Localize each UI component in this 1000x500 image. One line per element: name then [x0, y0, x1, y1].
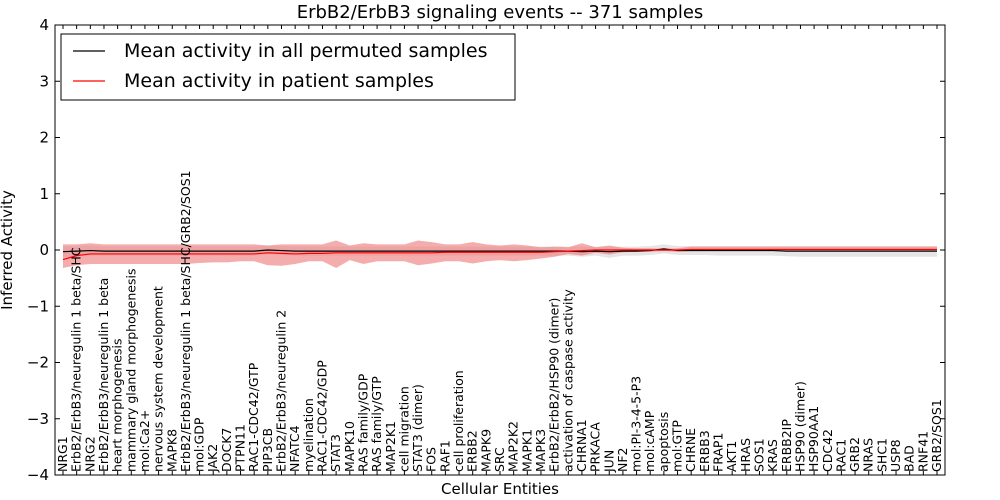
category-label: MAP2K1	[383, 421, 398, 472]
category-label: PTPN11	[233, 424, 248, 472]
y-tick-label: 1	[39, 185, 49, 203]
category-label: SOS1	[751, 438, 766, 472]
y-axis-label: Inferred Activity	[0, 190, 16, 310]
x-axis-label: Cellular Entities	[441, 480, 559, 498]
category-label: RAS family/GDP	[355, 373, 370, 472]
legend: Mean activity in all permuted samples Mea…	[60, 33, 516, 101]
legend-label-0: Mean activity in all permuted samples	[124, 40, 487, 62]
category-label: mol:cAMP	[642, 410, 657, 472]
category-label: MAPK3	[533, 429, 548, 472]
category-label: NRAS	[861, 438, 876, 472]
category-label: ErbB2/ErbB3/neuregulin 2	[274, 310, 289, 472]
category-label: RAC1-CDC42/GTP	[246, 362, 261, 472]
category-label: NRG2	[82, 436, 97, 472]
category-label: MAPK9	[478, 429, 493, 472]
category-label: MAPK1	[519, 429, 534, 472]
axes: −4 −3 −2 −1 0 1 2 3 4	[27, 16, 946, 484]
category-label: USP8	[888, 439, 903, 472]
category-label: CHRNA1	[574, 419, 589, 472]
category-label: myelination	[301, 398, 316, 472]
category-label: JUN	[601, 450, 616, 473]
category-label: SRC	[492, 447, 507, 472]
category-label: DOCK7	[219, 428, 234, 472]
category-label: activation of caspase activity	[560, 289, 575, 472]
category-label: AKT1	[724, 441, 739, 472]
legend-label-1: Mean activity in patient samples	[124, 70, 434, 92]
y-tick-label: 0	[39, 241, 49, 259]
category-label: NFATC4	[287, 425, 302, 472]
category-label: mol:GTP	[670, 420, 685, 472]
band-series-1	[63, 240, 937, 268]
category-label: mol:PI-3-4-5-P3	[629, 376, 644, 472]
category-label: ERBB3	[697, 430, 712, 472]
category-label: RAS family/GTP	[369, 376, 384, 472]
category-label: NRG1	[55, 436, 70, 472]
category-label: mol:Ca2+	[137, 410, 152, 472]
category-label: GRB2/SOS1	[929, 399, 944, 472]
category-label: mammary gland morphogenesis	[123, 269, 138, 472]
category-label: RAC1	[833, 439, 848, 472]
category-label: PIP3CB	[260, 428, 275, 472]
y-tick-label: −4	[27, 466, 49, 484]
category-label: PRKACA	[588, 422, 603, 472]
category-label: ErbB2/ErbB3/neuregulin 1 beta/SHC/GRB2/S…	[178, 170, 193, 472]
category-label: CHRNE	[683, 428, 698, 472]
category-label: cell migration	[396, 386, 411, 472]
category-label: nervous system development	[151, 286, 166, 472]
category-label: MAPK10	[342, 421, 357, 472]
category-label: ErbB2/ErbB3/neuregulin 1 beta/SHC	[69, 247, 84, 472]
series-lines	[62, 248, 938, 261]
category-label: RAC1-CDC42/GDP	[314, 360, 329, 472]
legend-box	[60, 33, 516, 101]
category-label: CDC42	[820, 429, 835, 472]
category-label: KRAS	[765, 439, 780, 472]
category-label: RNF41	[915, 431, 930, 472]
y-tick-label: −1	[27, 297, 49, 315]
category-label: mol:GDP	[192, 417, 207, 472]
y-tick-label: −3	[27, 410, 49, 428]
category-label: heart morphogenesis	[110, 339, 125, 473]
category-label: MAPK8	[164, 429, 179, 472]
category-label: cell proliferation	[451, 370, 466, 472]
category-label: ERBB2IP	[779, 419, 794, 472]
category-label: RAF1	[437, 440, 452, 472]
chart-title: ErbB2/ErbB3 signaling events -- 371 samp…	[297, 2, 704, 23]
category-label: FRAP1	[711, 433, 726, 472]
category-label: HRAS	[738, 438, 753, 472]
category-label: HSP90AA1	[806, 406, 821, 472]
category-label: MAP2K2	[506, 421, 521, 472]
category-label: ERBB2	[465, 430, 480, 472]
category-label: HSP90 (dimer)	[792, 381, 807, 472]
category-label: NF2	[615, 448, 630, 473]
category-label: GRB2	[847, 437, 862, 472]
category-label: SHC1	[874, 438, 889, 472]
category-label: apoptosis	[656, 412, 671, 472]
y-tick-label: 2	[39, 129, 49, 147]
category-label: FOS	[424, 447, 439, 472]
y-tick-label: 3	[39, 72, 49, 90]
y-tick-label: −2	[27, 354, 49, 372]
y-tick-label: 4	[39, 16, 49, 34]
category-label: STAT3 (dimer)	[410, 384, 425, 472]
category-label: JAK2	[205, 444, 220, 473]
category-label: ErbB2/ErbB3/neuregulin 1 beta	[96, 278, 111, 472]
category-label: STAT3	[328, 434, 343, 472]
category-label: BAD	[902, 445, 917, 472]
category-label: ErbB2/ErbB2/HSP90 (dimer)	[547, 298, 562, 472]
